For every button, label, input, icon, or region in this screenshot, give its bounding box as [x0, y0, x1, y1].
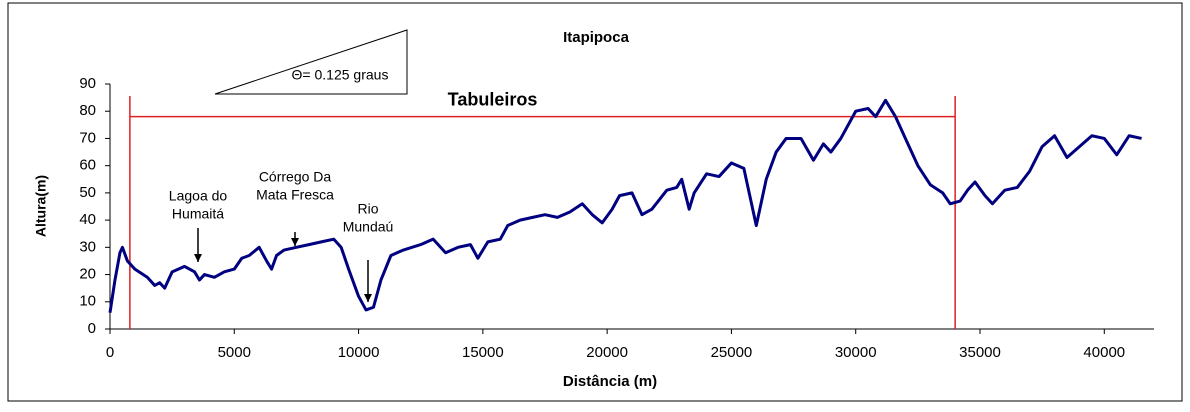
annotation-text: Humaitá — [172, 206, 224, 222]
x-tick-label: 10000 — [338, 344, 380, 361]
y-tick-label: 60 — [79, 157, 96, 174]
x-tick-label: 30000 — [835, 344, 877, 361]
frame — [7, 2, 1183, 402]
y-tick-label: 70 — [79, 129, 96, 146]
annotation-text: Mata Fresca — [256, 187, 334, 203]
y-tick-label: 50 — [79, 184, 96, 201]
annotation-text: Mundaú — [343, 219, 394, 235]
x-tick-label: 35000 — [959, 344, 1001, 361]
x-tick-label: 20000 — [586, 344, 628, 361]
y-tick-label: 20 — [79, 266, 96, 283]
x-tick-label: 5000 — [218, 344, 251, 361]
angle-label: Θ= 0.125 graus — [292, 67, 389, 83]
x-tick-label: 25000 — [711, 344, 753, 361]
y-tick-label: 30 — [79, 238, 96, 255]
x-tick-label: 40000 — [1083, 344, 1125, 361]
annotation-text: Lagoa do — [169, 188, 228, 204]
annotation-arrowhead — [291, 238, 299, 246]
y-axis-label: Altura(m) — [33, 175, 49, 237]
profile-line — [108, 98, 1142, 313]
chart-title: Itapipoca — [563, 29, 630, 46]
x-tick-label: 15000 — [462, 344, 504, 361]
region-label: Tabuleiros — [448, 89, 538, 109]
y-tick-label: 0 — [88, 320, 96, 337]
y-tick-label: 10 — [79, 293, 96, 310]
annotation-text: Córrego Da — [259, 169, 332, 185]
y-tick-label: 90 — [79, 75, 96, 92]
annotation-text: Rio — [357, 201, 378, 217]
annotation-arrowhead — [194, 254, 202, 262]
y-tick-label: 40 — [79, 211, 96, 228]
y-tick-label: 80 — [79, 102, 96, 119]
x-tick-label: 0 — [106, 344, 114, 361]
x-axis-label: Distância (m) — [563, 373, 657, 390]
angle-triangle — [214, 29, 408, 95]
annotation-arrowhead — [364, 294, 372, 302]
